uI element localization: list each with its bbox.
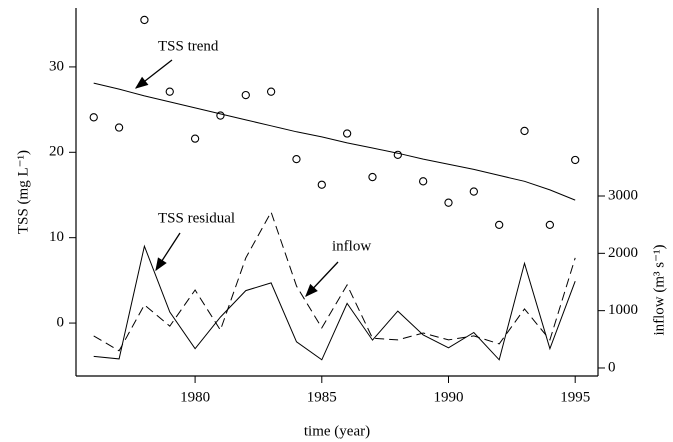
- y-tick-label: 0: [57, 315, 65, 331]
- y2-tick-label: 0: [608, 359, 616, 375]
- y2-tick-label: 3000: [608, 187, 638, 203]
- data-point: [571, 155, 580, 165]
- annotation: TSS residual: [158, 210, 235, 226]
- data-point: [469, 187, 478, 196]
- data-point: [368, 172, 377, 182]
- y-axis-label: TSS (mg L⁻¹): [15, 150, 31, 234]
- y-tick-label: 10: [49, 229, 64, 245]
- data-point: [165, 87, 174, 96]
- data-point: [520, 126, 529, 136]
- y2-tick-label: 2000: [608, 245, 638, 261]
- data-point: [342, 129, 352, 138]
- x-tick-label: 1985: [307, 389, 337, 405]
- annotation-arrow: [134, 59, 173, 89]
- data-point: [444, 198, 453, 207]
- data-point: [89, 113, 98, 122]
- y-tick-label: 30: [49, 58, 64, 74]
- x-tick-label: 1990: [433, 389, 463, 405]
- data-point: [317, 180, 326, 189]
- series-line: [93, 82, 576, 201]
- annotation-arrow: [155, 232, 181, 272]
- data-point: [495, 220, 504, 230]
- y-tick-label: 20: [49, 144, 64, 160]
- series-line: [93, 210, 576, 352]
- annotation-arrow: [305, 261, 339, 297]
- x-tick-label: 1995: [560, 389, 590, 405]
- data-point: [266, 87, 276, 96]
- data-point: [393, 150, 402, 160]
- data-point: [419, 177, 428, 186]
- x-tick-label: 1980: [180, 389, 210, 405]
- x-axis-label: time (year): [304, 423, 370, 439]
- series-line: [93, 244, 576, 361]
- y2-tick-label: 1000: [608, 302, 638, 318]
- y2-axis-label: inflow (m³ s⁻¹): [651, 244, 667, 335]
- data-point: [114, 123, 124, 132]
- data-point: [241, 90, 250, 100]
- annotation: TSS trend: [158, 38, 219, 54]
- data-point: [216, 111, 225, 120]
- data-point: [292, 154, 301, 164]
- data-point: [190, 134, 200, 143]
- annotation: inflow: [332, 238, 371, 254]
- data-point: [140, 15, 149, 25]
- data-point: [545, 220, 555, 230]
